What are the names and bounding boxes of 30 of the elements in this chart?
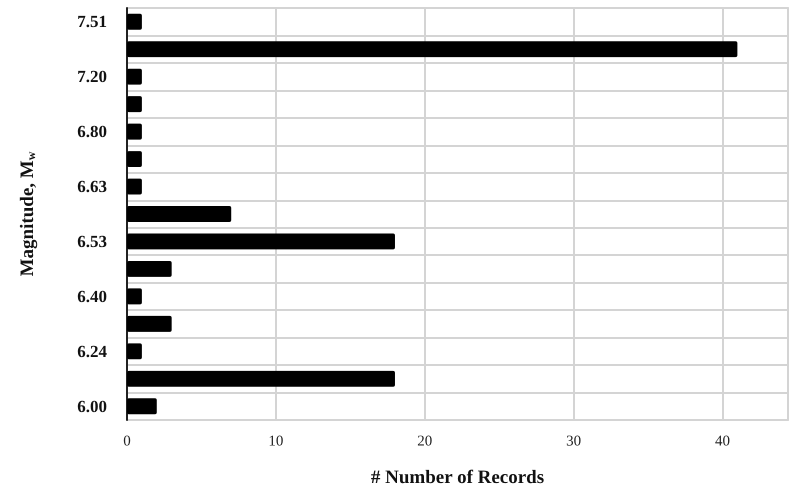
x-axis-title: # Number of Records — [370, 467, 544, 488]
y-tick-label: 6.80 — [77, 122, 107, 142]
bar — [127, 124, 142, 140]
y-tick-label: 6.63 — [77, 177, 107, 196]
y-tick-label: 6.53 — [77, 232, 107, 251]
y-tick-label: 7.20 — [77, 67, 107, 86]
bar — [127, 178, 142, 194]
y-tick-label: 6.00 — [77, 396, 107, 416]
bar — [127, 206, 232, 222]
x-tick-label: 10 — [268, 434, 284, 450]
x-tick-label: 40 — [714, 434, 730, 450]
bar — [127, 288, 142, 304]
bar — [127, 41, 738, 58]
bar — [127, 68, 142, 85]
bar — [127, 316, 172, 332]
bar — [127, 96, 142, 112]
bar — [127, 398, 157, 414]
y-tick-label: 6.40 — [77, 286, 107, 306]
y-tick-label: 7.51 — [77, 12, 107, 32]
x-tick-label: 0 — [123, 434, 131, 450]
x-tick-label: 20 — [417, 434, 432, 450]
bar — [127, 151, 142, 168]
bar — [127, 14, 142, 30]
y-tick-label: 6.24 — [77, 342, 108, 361]
x-tick-label: 30 — [566, 434, 582, 450]
bar — [127, 260, 172, 277]
bar — [127, 343, 142, 360]
bar — [127, 234, 395, 250]
bar — [127, 370, 395, 387]
y-axis-title: Magnitude, Mw — [17, 151, 38, 276]
